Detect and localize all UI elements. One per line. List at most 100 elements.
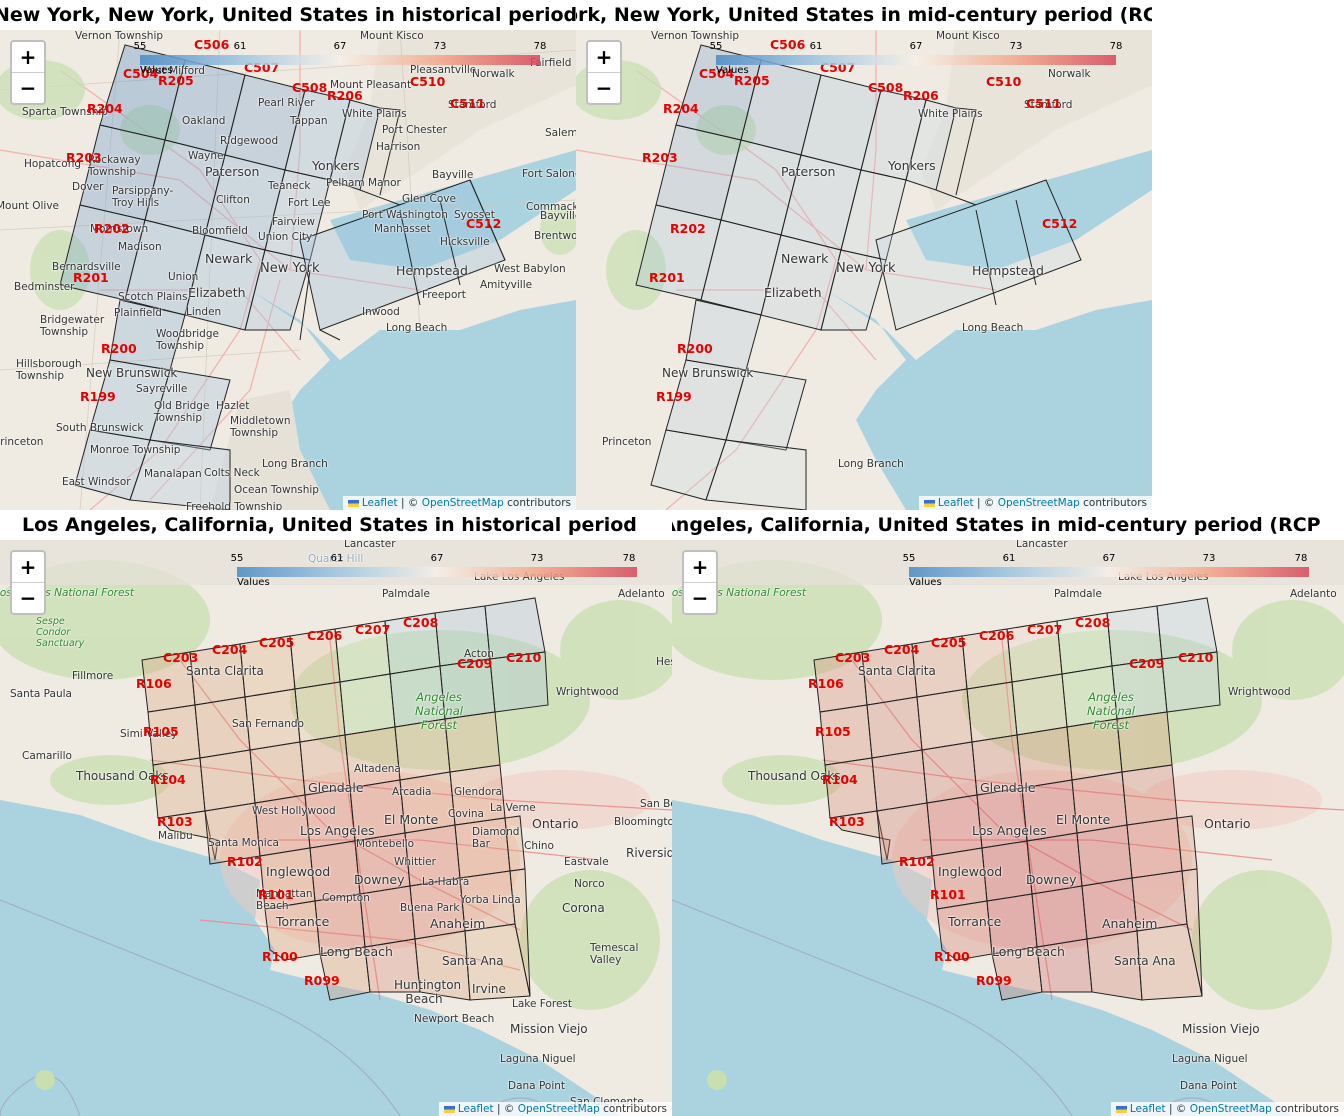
place-label: Huntington Beach — [394, 978, 462, 1006]
place-label: Fairview — [272, 216, 315, 228]
place-label: Yorba Linda — [460, 894, 521, 906]
place-label: Mount Pleasant — [330, 79, 412, 91]
place-label: Sayreville — [136, 383, 188, 395]
zoom-out-button[interactable]: − — [12, 582, 44, 613]
place-label: Glendale — [980, 780, 1036, 795]
grid-label: R103 — [829, 814, 865, 829]
place-label: Anaheim — [430, 916, 486, 931]
grid-label: R203 — [642, 150, 678, 165]
place-label: Pelham Manor — [326, 177, 401, 189]
place-label: Bayville — [540, 210, 576, 222]
leaflet-link[interactable]: Leaflet — [361, 497, 398, 509]
place-label: Bloomfield — [192, 225, 248, 237]
place-label: Arcadia — [392, 786, 432, 798]
zoom-in-button[interactable]: + — [595, 45, 613, 69]
panel-ny-midcentury: New York, New York, United States in mid… — [576, 0, 1152, 510]
place-label: West Hollywood — [252, 805, 336, 817]
place-label: Mount Kisco — [360, 30, 424, 42]
place-label: Princeton — [602, 436, 652, 448]
zoom-in-button[interactable]: + — [19, 555, 37, 579]
grid-label: C209 — [457, 656, 493, 671]
color-legend: 55 61 67 73 78 Values — [903, 553, 1309, 588]
grid-label: R206 — [903, 88, 939, 103]
legend-tick: 73 — [530, 553, 544, 564]
place-label: Hillsborough Township — [16, 358, 82, 382]
zoom-out-button[interactable]: − — [588, 72, 620, 103]
place-label: La Habra — [422, 876, 470, 888]
grid-label: R102 — [227, 854, 263, 869]
leaflet-link[interactable]: Leaflet — [937, 497, 974, 509]
place-label: Yonkers — [312, 158, 360, 173]
place-label: Camarillo — [22, 750, 72, 762]
grid-label: C204 — [884, 642, 920, 657]
place-label: Clifton — [216, 194, 250, 206]
place-label: Bridgewater Township — [40, 314, 105, 338]
attribution: Leaflet | © OpenStreetMap contributors — [438, 1102, 672, 1116]
place-label: Downey — [354, 872, 405, 887]
place-label: Laguna Niguel — [500, 1053, 576, 1065]
attribution: Leaflet | © OpenStreetMap contributors — [918, 496, 1152, 510]
grid-label: R204 — [87, 101, 123, 116]
place-label: Riverside — [626, 846, 672, 860]
place-label: Old Bridge Township — [154, 400, 210, 424]
place-label: San Fernando — [232, 718, 304, 730]
zoom-in-button[interactable]: + — [691, 555, 709, 579]
place-label: Santa Monica — [208, 837, 279, 849]
grid-label: R204 — [663, 101, 699, 116]
grid-label: R101 — [930, 887, 966, 902]
osm-link[interactable]: OpenStreetMap — [421, 497, 504, 509]
osm-link[interactable]: OpenStreetMap — [1189, 1103, 1272, 1115]
place-label: Covina — [448, 808, 484, 820]
legend-caption: Values — [140, 65, 173, 76]
place-label: Dana Point — [508, 1080, 566, 1092]
place-label: Rockaway Township — [88, 154, 141, 178]
place-label: Mount Kisco — [936, 30, 1000, 42]
place-label: Long Beach — [962, 322, 1024, 334]
attribution: Leaflet | © OpenStreetMap contributors — [342, 496, 576, 510]
grid-label: R103 — [157, 814, 193, 829]
attribution-tail: contributors — [599, 1103, 667, 1115]
grid-label: C206 — [307, 628, 343, 643]
leaflet-link[interactable]: Leaflet — [457, 1103, 494, 1115]
place-label: Hicksville — [440, 236, 490, 248]
place-label: Elizabeth — [188, 285, 246, 300]
grid-label: C205 — [259, 635, 295, 650]
legend-tick: 73 — [1202, 553, 1216, 564]
place-label: Whittier — [394, 856, 436, 868]
map-la-midcentury[interactable]: Lancaster Palmdale Lake Los Angeles Adel… — [672, 540, 1344, 1116]
grid-label: R104 — [822, 772, 858, 787]
place-label: Wayne — [188, 150, 224, 162]
map-ny-historical[interactable]: Vernon Township Mount Kisco West Milford… — [0, 30, 576, 510]
grid-label: R200 — [101, 341, 137, 356]
place-label: Hempstead — [972, 263, 1044, 278]
leaflet-link[interactable]: Leaflet — [1129, 1103, 1166, 1115]
grid-label: C510 — [986, 74, 1022, 89]
legend-tick: 55 — [133, 41, 147, 52]
map-ny-midcentury[interactable]: Vernon Township Mount Kisco White Plains… — [576, 30, 1152, 510]
place-label: Hazlet — [216, 400, 250, 412]
place-label: South Brunswick — [56, 422, 144, 434]
place-label: Madison — [118, 241, 162, 253]
grid-label: R100 — [934, 949, 970, 964]
grid-label: R202 — [94, 221, 130, 236]
place-label: Bernardsville — [52, 261, 121, 273]
grid-label: C506 — [194, 37, 230, 52]
place-label: Linden — [186, 306, 222, 318]
zoom-out-button[interactable]: − — [12, 72, 44, 103]
osm-link[interactable]: OpenStreetMap — [517, 1103, 600, 1115]
place-label: Los Angeles — [300, 823, 375, 838]
basemap — [576, 30, 1152, 510]
place-label: Mission Viejo — [510, 1022, 588, 1036]
grid-label: C504 — [123, 66, 159, 81]
place-label: Lancaster — [1016, 540, 1068, 550]
zoom-in-button[interactable]: + — [19, 45, 37, 69]
legend-tick: 55 — [230, 553, 244, 564]
grid-label: C208 — [1075, 615, 1111, 630]
grid-label: C208 — [403, 615, 439, 630]
ukraine-flag-icon — [347, 499, 359, 507]
place-label: Vernon Township — [651, 30, 740, 42]
map-la-historical[interactable]: Lancaster Quartz Hill Palmdale Lake Los … — [0, 540, 672, 1116]
zoom-out-button[interactable]: − — [684, 582, 716, 613]
osm-link[interactable]: OpenStreetMap — [997, 497, 1080, 509]
place-label: Oakland — [182, 115, 226, 127]
